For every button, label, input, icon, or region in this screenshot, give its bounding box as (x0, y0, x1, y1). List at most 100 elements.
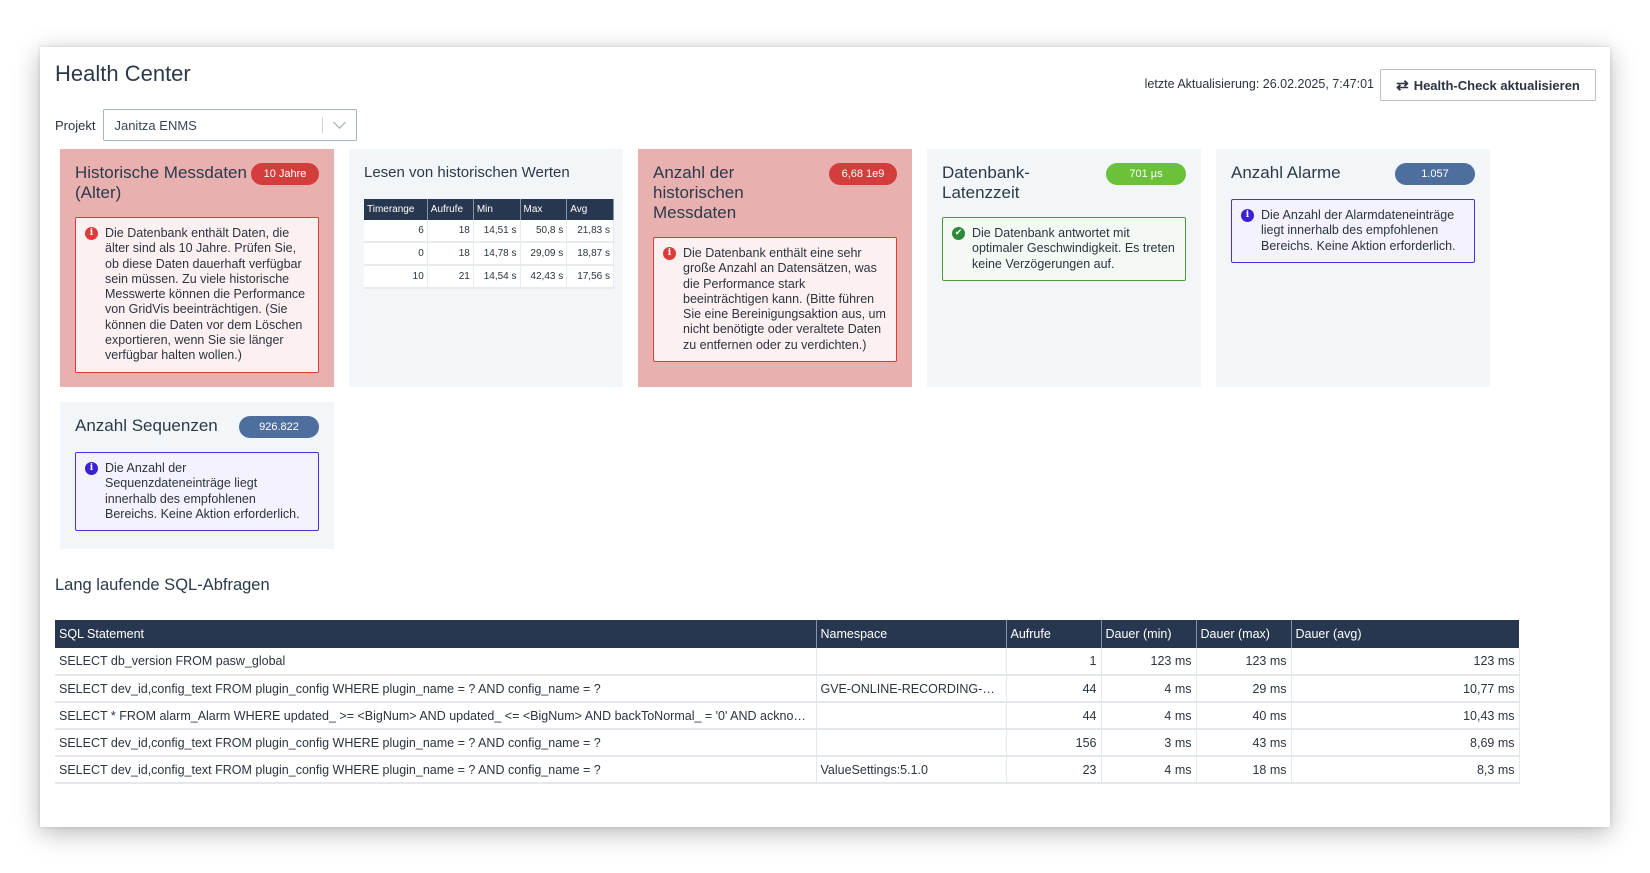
table-cell: 42,43 s (520, 265, 568, 289)
duration-min-cell: 4 ms (1101, 702, 1197, 730)
chevron-down-icon[interactable] (333, 116, 347, 129)
duration-max-cell: 40 ms (1196, 702, 1292, 730)
table-cell: 14,78 s (473, 242, 521, 266)
project-select-value: Janitza ENMS (114, 117, 197, 133)
historical-read-table: Timerange Aufrufe Min Max Avg 6 18 14,51… (364, 199, 614, 289)
card-db-latency: Datenbank-Latenzzeit 701 µs ✔ Die Datenb… (927, 149, 1201, 387)
column-header: Aufrufe (427, 199, 474, 220)
table-row[interactable]: SELECT dev_id,config_text FROM plugin_co… (55, 729, 1520, 757)
project-selector-row: Projekt Janitza ENMS (55, 109, 358, 141)
namespace-cell (816, 729, 1007, 757)
card-title: Anzahl Sequenzen (75, 416, 218, 435)
calls-cell: 1 (1006, 648, 1102, 676)
info-text: Die Anzahl der Alarmdateneinträge liegt … (1261, 208, 1456, 253)
table-cell: 18 (427, 220, 474, 243)
column-header-duration-avg[interactable]: Dauer (avg) (1291, 620, 1519, 648)
info-text: Die Anzahl der Sequenzdateneinträge lieg… (105, 461, 300, 521)
project-label: Projekt (55, 117, 96, 133)
calls-cell: 44 (1006, 675, 1102, 703)
card-read-historical-values: Lesen von historischen Werten Timerange … (349, 149, 623, 387)
table-cell: 14,51 s (473, 220, 521, 243)
sql-statement-cell: SELECT dev_id,config_text FROM plugin_co… (55, 675, 817, 703)
refresh-icon: ⇄ (1396, 77, 1409, 94)
sql-section-title: Lang laufende SQL-Abfragen (55, 576, 270, 594)
table-row[interactable]: SELECT dev_id,config_text FROM plugin_co… (55, 756, 1520, 784)
column-header-namespace[interactable]: Namespace (816, 620, 1007, 648)
table-row[interactable]: SELECT * FROM alarm_Alarm WHERE updated_… (55, 702, 1520, 730)
table-cell: 21 (427, 265, 474, 289)
info-icon: i (1241, 209, 1254, 222)
duration-min-cell: 4 ms (1101, 675, 1197, 703)
duration-avg-cell: 10,43 ms (1291, 702, 1520, 730)
duration-min-cell: 4 ms (1101, 756, 1197, 784)
health-center-window: Health Center letzte Aktualisierung: 26.… (40, 47, 1610, 827)
card-sequence-count: Anzahl Sequenzen 926.822 i Die Anzahl de… (60, 402, 334, 549)
info-message: i Die Anzahl der Alarmdateneinträge lieg… (1231, 199, 1475, 263)
duration-max-cell: 43 ms (1196, 729, 1292, 757)
column-header: Avg (566, 199, 614, 220)
refresh-health-check-button[interactable]: ⇄ Health-Check aktualisieren (1380, 69, 1596, 101)
status-badge: 1.057 (1395, 163, 1475, 185)
status-badge: 10 Jahre (251, 163, 319, 185)
table-row: 6 18 14,51 s 50,8 s 21,83 s (364, 220, 614, 243)
sql-statement-cell: SELECT db_version FROM pasw_global (55, 648, 817, 676)
table-row: 0 18 14,78 s 29,09 s 18,87 s (364, 242, 614, 266)
table-cell: 10 (364, 265, 428, 289)
column-header-duration-min[interactable]: Dauer (min) (1101, 620, 1197, 648)
refresh-button-label: Health-Check aktualisieren (1413, 77, 1580, 93)
column-header-sql-statement[interactable]: SQL Statement (55, 620, 817, 648)
sql-statement-cell: SELECT dev_id,config_text FROM plugin_co… (55, 756, 817, 784)
table-cell: 18,87 s (566, 242, 614, 266)
column-header: Min (473, 199, 521, 220)
card-title: Anzahl der historischen Messdaten (653, 163, 744, 222)
duration-min-cell: 123 ms (1101, 648, 1197, 676)
table-row[interactable]: SELECT db_version FROM pasw_global 1 123… (55, 648, 1520, 676)
duration-avg-cell: 10,77 ms (1291, 675, 1520, 703)
duration-avg-cell: 8,3 ms (1291, 756, 1520, 784)
column-header-duration-max[interactable]: Dauer (max) (1196, 620, 1292, 648)
duration-avg-cell: 123 ms (1291, 648, 1520, 676)
table-cell: 29,09 s (520, 242, 568, 266)
table-cell: 17,56 s (566, 265, 614, 289)
sql-statement-cell: SELECT * FROM alarm_Alarm WHERE updated_… (55, 702, 817, 730)
alert-text: Die Datenbank enthält eine sehr große An… (683, 246, 886, 352)
namespace-cell: ValueSettings:5.1.0 (816, 756, 1007, 784)
long-running-sql-table: SQL Statement Namespace Aufrufe Dauer (m… (55, 620, 1520, 784)
namespace-cell (816, 648, 1007, 676)
table-cell: 6 (364, 220, 428, 243)
duration-min-cell: 3 ms (1101, 729, 1197, 757)
alert-message: i Die Datenbank enthält eine sehr große … (653, 237, 897, 363)
card-historical-data-age: Historische Messdaten (Alter) 10 Jahre i… (60, 149, 334, 387)
card-title: Lesen von historischen Werten (364, 164, 570, 181)
duration-max-cell: 29 ms (1196, 675, 1292, 703)
card-title: Datenbank-Latenzzeit (942, 163, 1030, 202)
duration-max-cell: 18 ms (1196, 756, 1292, 784)
column-header-calls[interactable]: Aufrufe (1006, 620, 1102, 648)
column-header: Max (520, 199, 568, 220)
status-badge: 6,68 1e9 (829, 163, 897, 185)
error-info-icon: i (663, 247, 676, 260)
error-info-icon: i (85, 227, 98, 240)
duration-avg-cell: 8,69 ms (1291, 729, 1520, 757)
calls-cell: 23 (1006, 756, 1102, 784)
sql-statement-cell: SELECT dev_id,config_text FROM plugin_co… (55, 729, 817, 757)
table-row: 10 21 14,54 s 42,43 s 17,56 s (364, 265, 614, 289)
success-message: ✔ Die Datenbank antwortet mit optimaler … (942, 217, 1186, 281)
status-badge: 701 µs (1106, 163, 1186, 185)
duration-max-cell: 123 ms (1196, 648, 1292, 676)
table-cell: 50,8 s (520, 220, 568, 243)
table-cell: 0 (364, 242, 428, 266)
success-text: Die Datenbank antwortet mit optimaler Ge… (972, 226, 1175, 271)
info-icon: i (85, 462, 98, 475)
check-circle-icon: ✔ (952, 227, 965, 240)
table-cell: 21,83 s (566, 220, 614, 243)
calls-cell: 156 (1006, 729, 1102, 757)
project-select[interactable]: Janitza ENMS (103, 109, 358, 141)
info-message: i Die Anzahl der Sequenzdateneinträge li… (75, 452, 319, 532)
table-row[interactable]: SELECT dev_id,config_text FROM plugin_co… (55, 675, 1520, 703)
last-update-label: letzte Aktualisierung: 26.02.2025, 7:47:… (1144, 77, 1374, 91)
alert-text: Die Datenbank enthält Daten, die älter s… (105, 226, 306, 363)
namespace-cell (816, 702, 1007, 730)
namespace-cell: GVE-ONLINE-RECORDING-GRO… (816, 675, 1007, 703)
table-cell: 18 (427, 242, 474, 266)
